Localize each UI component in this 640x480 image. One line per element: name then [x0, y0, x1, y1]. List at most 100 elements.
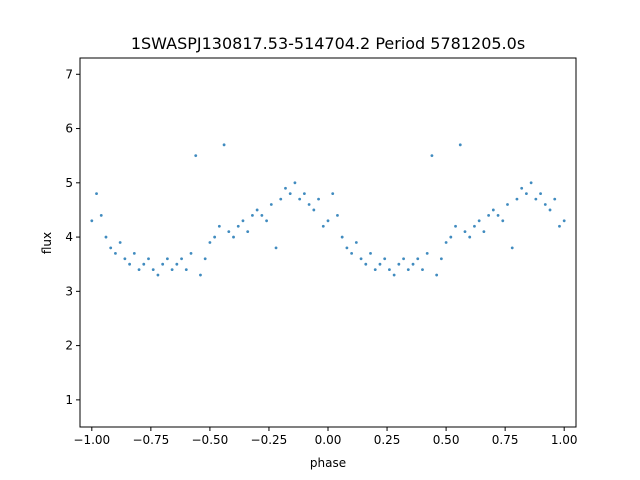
data-point	[213, 235, 217, 239]
data-point	[491, 208, 495, 212]
data-point	[142, 262, 146, 266]
data-point	[246, 230, 250, 234]
data-point	[388, 268, 391, 272]
y-tick-label: 7	[65, 67, 73, 81]
data-point	[444, 241, 448, 244]
data-point	[529, 181, 533, 185]
data-point	[284, 186, 287, 190]
data-point	[227, 230, 231, 234]
data-point	[402, 257, 405, 261]
data-point	[298, 197, 302, 201]
x-tick-label: 0.00	[315, 433, 342, 447]
data-point	[543, 203, 547, 206]
data-point	[321, 224, 325, 228]
data-point	[468, 235, 472, 239]
data-point	[217, 224, 221, 228]
data-point	[350, 251, 354, 255]
data-point	[99, 213, 103, 217]
x-tick-label: −0.25	[251, 433, 288, 447]
data-point	[331, 192, 335, 196]
data-point	[520, 186, 524, 190]
data-point	[132, 251, 136, 255]
data-point	[236, 224, 240, 228]
data-point	[336, 213, 339, 217]
data-point	[279, 197, 283, 201]
data-point	[421, 268, 424, 272]
data-point	[439, 257, 443, 261]
data-point	[477, 219, 481, 223]
data-point	[147, 257, 150, 261]
y-tick-label: 2	[65, 339, 73, 353]
data-point	[416, 257, 420, 261]
data-point	[506, 203, 509, 206]
y-tick-label: 1	[65, 393, 73, 407]
data-point	[501, 219, 505, 223]
data-point	[510, 246, 514, 250]
data-point	[156, 273, 160, 277]
data-point	[161, 262, 165, 266]
data-point	[345, 246, 349, 250]
data-point	[95, 192, 98, 196]
data-point	[449, 235, 453, 239]
data-point	[114, 251, 117, 255]
data-point	[123, 257, 127, 261]
data-point	[392, 273, 396, 277]
data-point	[425, 251, 429, 255]
data-point	[553, 197, 557, 201]
data-point	[558, 224, 561, 228]
data-point	[430, 154, 434, 158]
data-point	[562, 219, 566, 223]
data-point	[104, 235, 108, 239]
plot-area-frame	[79, 57, 577, 428]
data-point	[312, 208, 316, 212]
data-point	[406, 268, 410, 272]
data-point	[199, 273, 202, 277]
x-tick-label: 0.25	[374, 433, 401, 447]
data-point	[454, 224, 457, 228]
data-point	[340, 235, 344, 239]
data-point	[515, 197, 519, 201]
data-point	[90, 219, 94, 223]
data-point	[397, 262, 401, 266]
data-point	[232, 235, 235, 239]
x-tick-label: −1.00	[73, 433, 110, 447]
data-point	[525, 192, 528, 196]
data-point	[435, 273, 439, 277]
x-tick-label: −0.75	[132, 433, 169, 447]
data-point	[473, 224, 476, 228]
x-axis-ticks: −1.00 −0.75 −0.50 −0.25 0.00 0.25 0.50 0.75 1.00	[73, 427, 578, 447]
data-point	[151, 268, 155, 272]
data-point	[241, 219, 245, 223]
data-point	[165, 257, 169, 261]
data-point	[269, 203, 273, 206]
x-tick-label: −0.50	[192, 433, 229, 447]
y-axis-label: flux	[40, 232, 54, 254]
data-point	[411, 262, 415, 266]
data-point	[383, 257, 387, 261]
y-tick-label: 5	[65, 176, 73, 190]
data-point	[369, 251, 372, 255]
data-point	[302, 192, 306, 196]
data-point	[326, 219, 330, 223]
data-point	[288, 192, 292, 196]
data-point	[128, 262, 132, 266]
data-point	[378, 262, 382, 266]
data-point	[180, 257, 183, 261]
y-axis-ticks: 1 2 3 4 5 6 7	[65, 67, 80, 407]
data-point	[354, 241, 358, 244]
data-point	[265, 219, 268, 223]
x-axis-label: phase	[310, 456, 346, 470]
data-point	[274, 246, 278, 250]
data-point	[194, 154, 198, 158]
data-point	[539, 192, 542, 196]
data-point	[359, 257, 363, 261]
data-point	[458, 143, 462, 147]
data-point	[463, 230, 467, 234]
chart-title: 1SWASPJ130817.53-514704.2 Period 5781205…	[131, 34, 525, 53]
x-tick-label: 0.75	[492, 433, 519, 447]
data-point	[175, 262, 179, 266]
data-point	[109, 246, 113, 250]
data-point	[260, 213, 264, 217]
data-point	[189, 251, 193, 255]
